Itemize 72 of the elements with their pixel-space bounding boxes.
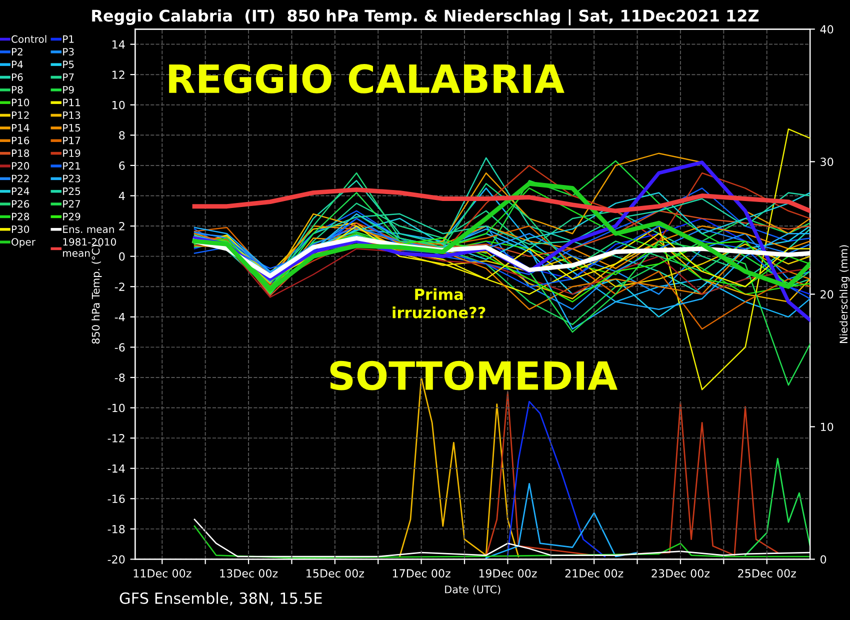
legend-label: P15 — [63, 124, 80, 132]
legend-label: P17 — [63, 136, 80, 144]
legend-label: P6 — [12, 73, 23, 81]
chart-title: Reggio Calabria (IT) 850 hPa Temp. & Niederschlag | Sat, 11Dec2021 12Z — [92, 9, 759, 26]
x-axis-title: Date (UTC) — [445, 585, 500, 595]
y2-axis-title: Niederschlag (mm) — [839, 245, 850, 344]
x-tick-label: 11Dec 00z — [134, 569, 192, 578]
y-tick-label: -6 — [114, 343, 125, 352]
y-axis-title: 850 hPa Temp. (°C) — [92, 244, 102, 344]
legend-label: P27 — [63, 200, 80, 208]
y-tick-label: -2 — [114, 282, 124, 291]
legend-label: Ens. mean — [63, 226, 114, 234]
legend-label: P29 — [63, 212, 80, 220]
legend-label: P20 — [12, 162, 30, 170]
legend-label: P4 — [12, 60, 23, 68]
legend-label: Oper — [12, 238, 36, 248]
y-tick-label: 14 — [112, 40, 125, 49]
y-tick-label: 4 — [118, 192, 125, 200]
legend-label: P28 — [12, 212, 30, 220]
legend-label: P16 — [12, 136, 30, 144]
x-tick-label: 15Dec 00z — [306, 569, 364, 578]
legend-label: P23 — [63, 174, 80, 182]
y-tick-label: -12 — [108, 434, 124, 442]
x-tick-label: 25Dec 00z — [738, 569, 796, 578]
legend-label: P1 — [63, 35, 74, 43]
legend-label: P22 — [12, 174, 29, 182]
text: GFS Ensemble, 38N, 15.5E — [120, 592, 322, 606]
y2-tick-label: 20 — [820, 290, 834, 299]
legend-label: Control — [12, 35, 46, 43]
legend-label: P13 — [63, 111, 80, 119]
legend-label: P24 — [12, 187, 30, 195]
legend-label: P3 — [63, 48, 74, 56]
y-tick-label: 6 — [119, 161, 125, 170]
legend-label: P18 — [12, 149, 30, 157]
legend-label: P8 — [12, 86, 23, 94]
legend-label: P5 — [63, 60, 74, 68]
y-tick-label: -10 — [108, 404, 125, 412]
legend-label: P25 — [63, 187, 80, 195]
y-tick-label: 12 — [112, 70, 124, 79]
y-tick-label: -18 — [108, 524, 125, 534]
annotation: SOTTOMEDIA — [330, 360, 618, 390]
y-tick-label: 8 — [119, 131, 125, 140]
legend-label: P26 — [12, 200, 30, 208]
x-tick-label: 21Dec 00z — [565, 569, 624, 578]
annotation: REGGIO CALABRIA — [169, 64, 564, 94]
legend-label: P10 — [12, 98, 30, 106]
x-tick-label: 17Dec 00z — [392, 569, 450, 578]
y2-tick-label: 10 — [820, 422, 834, 432]
annotation: Prima irruzione?? — [392, 288, 486, 318]
x-tick-label: 13Dec 00z — [220, 569, 278, 578]
legend-label: P11 — [63, 98, 80, 106]
legend-label: P21 — [63, 162, 80, 170]
y-tick-label: 0 — [119, 252, 125, 261]
y2-tick-label: 40 — [820, 25, 834, 34]
y-tick-label: -8 — [114, 373, 125, 382]
y-tick-label: -14 — [108, 464, 125, 473]
legend-label: P2 — [12, 48, 22, 56]
y-tick-label: -20 — [108, 555, 125, 564]
y2-tick-label: 0 — [820, 555, 826, 564]
legend-label: P9 — [63, 86, 74, 94]
legend-label: P14 — [12, 124, 30, 132]
y-tick-label: 2 — [119, 222, 124, 230]
x-tick-label: 19Dec 00z — [479, 569, 537, 578]
legend-label: P19 — [63, 149, 80, 157]
legend-label: P30 — [12, 225, 30, 234]
x-tick-label: 23Dec 00z — [652, 569, 710, 578]
y-tick-label: 10 — [112, 100, 125, 110]
legend-label: P7 — [63, 73, 74, 81]
y2-tick-label: 30 — [820, 158, 834, 166]
y-tick-label: -4 — [114, 313, 125, 322]
legend-label: P12 — [12, 111, 29, 119]
y-tick-label: -16 — [108, 494, 125, 504]
